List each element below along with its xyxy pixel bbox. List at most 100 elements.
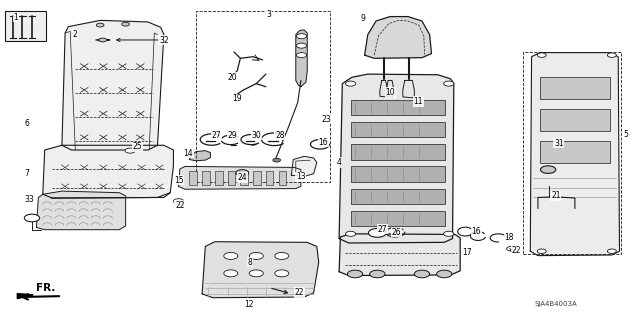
Polygon shape — [365, 17, 431, 58]
Bar — [278, 171, 286, 185]
Text: 27: 27 — [211, 131, 221, 140]
Text: 29: 29 — [228, 131, 237, 140]
Bar — [228, 171, 236, 185]
Text: 22: 22 — [175, 201, 184, 210]
Circle shape — [296, 33, 307, 39]
Circle shape — [538, 53, 546, 57]
Text: 21: 21 — [551, 191, 561, 200]
Bar — [540, 141, 610, 163]
Circle shape — [24, 214, 40, 222]
Text: 3: 3 — [267, 10, 271, 19]
Polygon shape — [189, 151, 211, 161]
Circle shape — [273, 158, 280, 162]
Circle shape — [414, 270, 429, 278]
Circle shape — [370, 270, 385, 278]
Text: 17: 17 — [461, 248, 472, 257]
Bar — [540, 109, 610, 131]
Bar — [351, 167, 445, 182]
Circle shape — [249, 270, 263, 277]
Circle shape — [122, 22, 129, 26]
Circle shape — [224, 270, 238, 277]
Circle shape — [99, 38, 106, 42]
Circle shape — [275, 252, 289, 259]
Bar — [351, 122, 445, 137]
Text: 20: 20 — [228, 73, 237, 82]
Polygon shape — [36, 191, 125, 230]
Text: 26: 26 — [392, 228, 401, 237]
Circle shape — [275, 270, 289, 277]
Text: 18: 18 — [504, 234, 514, 242]
Polygon shape — [62, 20, 164, 150]
Text: 13: 13 — [296, 172, 306, 182]
Text: 12: 12 — [244, 300, 253, 309]
Bar — [202, 171, 210, 185]
Text: 4: 4 — [337, 158, 342, 167]
Text: 14: 14 — [183, 149, 193, 158]
Bar — [351, 189, 445, 204]
Text: 31: 31 — [554, 138, 564, 148]
Text: 10: 10 — [385, 88, 395, 97]
Bar — [253, 171, 260, 185]
Text: 24: 24 — [237, 173, 247, 182]
Circle shape — [236, 170, 248, 176]
Circle shape — [607, 53, 616, 57]
Circle shape — [346, 231, 356, 236]
Text: 33: 33 — [24, 195, 34, 204]
Text: 25: 25 — [132, 142, 142, 151]
Circle shape — [507, 247, 516, 251]
Polygon shape — [43, 145, 173, 198]
Text: 22: 22 — [511, 246, 521, 255]
Text: 23: 23 — [321, 115, 331, 123]
Text: 15: 15 — [173, 175, 183, 185]
Circle shape — [173, 199, 184, 204]
Circle shape — [436, 270, 452, 278]
Text: 27: 27 — [378, 225, 387, 234]
Text: 5: 5 — [623, 130, 628, 139]
Text: SJA4B4003A: SJA4B4003A — [534, 301, 577, 307]
Text: 1: 1 — [13, 13, 19, 22]
Circle shape — [125, 148, 135, 153]
Bar — [215, 171, 223, 185]
Polygon shape — [202, 242, 319, 298]
Bar — [351, 144, 445, 160]
Circle shape — [538, 249, 546, 253]
Circle shape — [369, 228, 387, 237]
Circle shape — [444, 81, 454, 86]
Bar — [266, 171, 273, 185]
Text: 16: 16 — [318, 137, 328, 147]
Bar — [540, 77, 610, 100]
Circle shape — [224, 252, 238, 259]
Circle shape — [296, 43, 307, 48]
Text: 8: 8 — [248, 258, 252, 267]
Text: 11: 11 — [413, 97, 423, 106]
Text: 22: 22 — [295, 288, 305, 297]
Text: 19: 19 — [232, 94, 242, 103]
Text: FR.: FR. — [36, 283, 56, 293]
Polygon shape — [17, 293, 33, 299]
Bar — [351, 211, 445, 226]
Bar — [351, 100, 445, 115]
Text: 16: 16 — [471, 227, 481, 236]
Circle shape — [97, 23, 104, 27]
Polygon shape — [403, 80, 414, 98]
Bar — [523, 52, 621, 254]
Bar — [4, 11, 46, 41]
Circle shape — [348, 270, 363, 278]
Text: 6: 6 — [24, 119, 29, 128]
Circle shape — [296, 53, 307, 58]
Polygon shape — [387, 80, 394, 97]
Text: 28: 28 — [275, 131, 285, 140]
Circle shape — [444, 231, 454, 236]
Circle shape — [249, 252, 263, 259]
Polygon shape — [296, 30, 307, 87]
Text: 32: 32 — [159, 36, 169, 45]
Polygon shape — [380, 80, 388, 97]
Polygon shape — [339, 74, 454, 243]
Circle shape — [540, 166, 556, 174]
Bar — [196, 11, 330, 182]
Text: 7: 7 — [24, 169, 29, 178]
Bar — [189, 171, 197, 185]
Polygon shape — [179, 167, 301, 189]
Circle shape — [346, 81, 356, 86]
Polygon shape — [291, 156, 317, 176]
